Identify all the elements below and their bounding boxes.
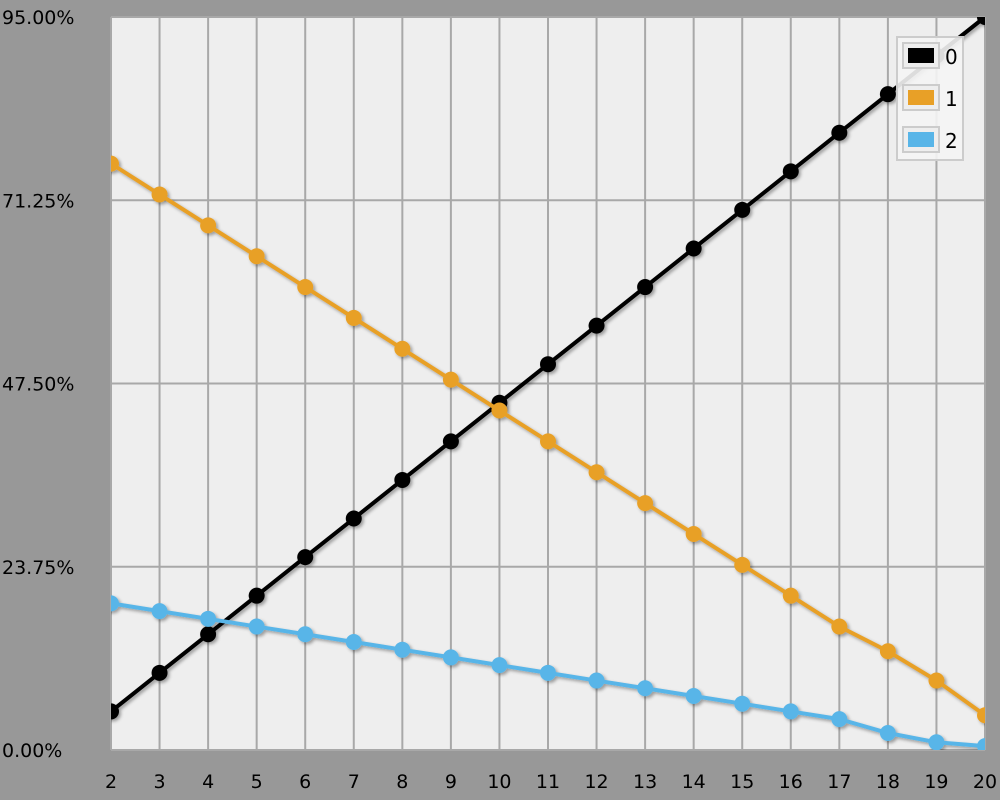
data-point [345,633,362,650]
data-point [879,725,896,742]
data-point [297,626,314,643]
data-point [248,587,265,604]
data-point [297,549,314,566]
x-tick-label: 16 [779,771,803,793]
data-point [540,664,556,681]
data-point [248,618,265,635]
data-point [248,248,265,265]
x-tick-label: 14 [682,771,706,793]
series-1 [111,155,985,724]
data-point [685,240,702,257]
x-tick-label: 3 [154,771,166,793]
x-tick-label: 12 [584,771,608,793]
legend-label: 2 [945,129,958,153]
data-point [491,402,508,419]
y-tick-label: 95.00% [2,7,74,29]
data-point [782,163,799,180]
x-axis-ticks: 2 3 4 5 6 7 8 9 10 11 12 13 14 15 16 17 18 19 20 [105,771,997,793]
series-2 [111,595,985,750]
data-point [977,17,985,25]
data-point [831,711,848,728]
x-tick-label: 7 [348,771,360,793]
legend-item-0[interactable]: 0 [902,42,958,69]
series-group [111,17,985,750]
data-point [588,464,605,481]
x-tick-label: 8 [396,771,408,793]
data-point [151,603,168,620]
data-point [151,664,168,681]
x-tick-label: 11 [536,771,560,793]
data-point [200,217,217,234]
legend-swatch [908,48,934,63]
data-point [977,738,985,750]
data-point [831,618,848,635]
data-point [831,124,848,141]
x-tick-label: 19 [924,771,948,793]
y-tick-label: 0.00% [2,740,62,762]
data-point [394,471,411,488]
y-axis-ticks: 0.00% 23.75% 47.50% 71.25% 95.00% [2,7,74,762]
data-point [588,317,605,334]
data-point [637,279,654,296]
x-tick-label: 5 [251,771,263,793]
data-point [782,703,799,720]
series-0 [111,17,985,720]
data-point [685,687,702,704]
x-tick-label: 4 [202,771,214,793]
x-tick-label: 13 [633,771,657,793]
data-point [588,672,605,689]
data-point [442,433,459,450]
data-point [540,433,556,450]
data-point [394,340,411,357]
data-point [394,641,411,658]
y-tick-label: 47.50% [2,374,74,396]
x-tick-label: 9 [445,771,457,793]
data-point [734,556,751,573]
x-tick-label: 18 [876,771,900,793]
x-tick-label: 10 [487,771,511,793]
data-point [200,610,217,627]
data-point [637,680,654,697]
data-point [111,595,119,612]
x-tick-label: 6 [299,771,311,793]
data-point [879,86,896,103]
data-point [442,371,459,388]
legend-swatch [908,90,934,105]
y-tick-label: 71.25% [2,190,74,212]
data-point [879,643,896,660]
data-point [200,626,217,643]
data-point [111,703,119,720]
x-tick-label: 2 [105,771,117,793]
data-point [111,155,119,172]
data-point [928,672,945,689]
y-tick-label: 23.75% [2,557,74,579]
data-point [151,186,168,203]
data-point [782,587,799,604]
data-point [928,734,945,750]
gridlines [110,16,986,751]
legend-item-1[interactable]: 1 [902,84,958,111]
legend-item-2[interactable]: 2 [902,126,958,153]
x-tick-label: 17 [827,771,851,793]
data-point [297,279,314,296]
data-point [685,525,702,542]
data-point [637,495,654,512]
data-point [734,201,751,218]
x-tick-label: 15 [730,771,754,793]
legend[interactable]: 0 1 2 [896,36,964,161]
data-point [345,309,362,326]
data-point [540,356,556,373]
data-point [977,707,985,724]
legend-swatch [908,132,934,147]
x-tick-label: 20 [973,771,997,793]
data-point [734,695,751,712]
data-point [442,649,459,666]
data-point [345,510,362,527]
legend-label: 0 [945,45,958,69]
data-point [491,657,508,674]
legend-label: 1 [945,87,958,111]
